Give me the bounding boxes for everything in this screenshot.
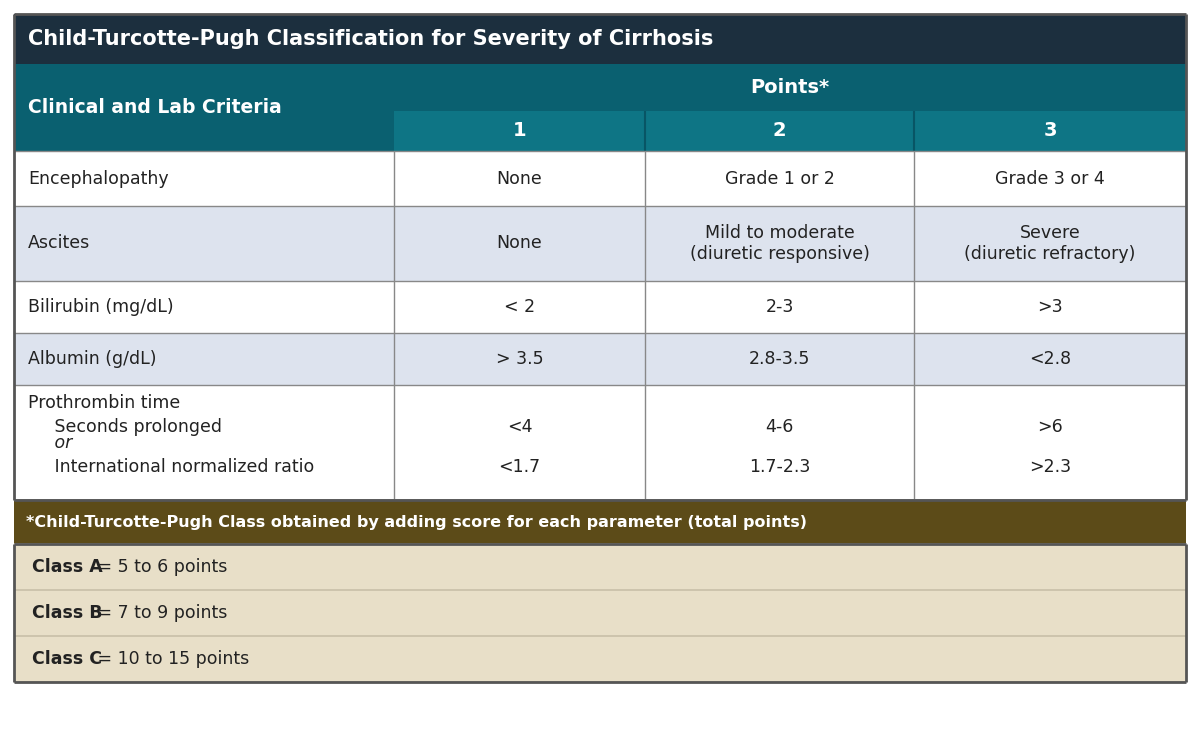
Text: None: None bbox=[497, 169, 542, 188]
Bar bbox=[14, 206, 394, 281]
Bar bbox=[914, 385, 1186, 500]
Text: >6: >6 bbox=[1037, 418, 1063, 436]
Bar bbox=[394, 64, 1186, 111]
Bar bbox=[14, 385, 394, 500]
Text: > 3.5: > 3.5 bbox=[496, 350, 544, 368]
Text: None: None bbox=[497, 234, 542, 253]
Text: Grade 1 or 2: Grade 1 or 2 bbox=[725, 169, 834, 188]
Bar bbox=[394, 111, 646, 151]
Text: = 7 to 9 points: = 7 to 9 points bbox=[92, 604, 228, 622]
Text: 2.8-3.5: 2.8-3.5 bbox=[749, 350, 810, 368]
Text: >2.3: >2.3 bbox=[1028, 458, 1072, 476]
Bar bbox=[14, 151, 394, 206]
Bar bbox=[14, 590, 1186, 636]
Text: Mild to moderate
(diuretic responsive): Mild to moderate (diuretic responsive) bbox=[690, 224, 870, 263]
Text: *Child-Turcotte-Pugh Class obtained by adding score for each parameter (total po: *Child-Turcotte-Pugh Class obtained by a… bbox=[26, 515, 808, 529]
Text: Albumin (g/dL): Albumin (g/dL) bbox=[28, 350, 156, 368]
Bar bbox=[394, 333, 646, 385]
Text: < 2: < 2 bbox=[504, 298, 535, 316]
Bar bbox=[14, 281, 394, 333]
Text: Seconds prolonged: Seconds prolonged bbox=[38, 418, 222, 436]
Bar bbox=[646, 111, 914, 151]
Text: 3: 3 bbox=[1043, 121, 1057, 140]
Text: Bilirubin (mg/dL): Bilirubin (mg/dL) bbox=[28, 298, 174, 316]
Bar bbox=[14, 333, 394, 385]
Bar bbox=[394, 281, 646, 333]
Text: Points*: Points* bbox=[750, 78, 829, 97]
Bar bbox=[14, 333, 394, 385]
Text: Class A: Class A bbox=[32, 558, 103, 576]
Bar bbox=[914, 151, 1186, 206]
Bar bbox=[394, 151, 646, 206]
Bar bbox=[14, 333, 394, 385]
Text: 1: 1 bbox=[512, 121, 527, 140]
Text: 1.7-2.3: 1.7-2.3 bbox=[749, 458, 810, 476]
Bar bbox=[646, 333, 914, 385]
Text: >3: >3 bbox=[1037, 298, 1063, 316]
Bar bbox=[646, 151, 914, 206]
Text: Grade 3 or 4: Grade 3 or 4 bbox=[995, 169, 1105, 188]
Bar bbox=[14, 206, 394, 281]
Text: or: or bbox=[38, 434, 72, 452]
Text: = 10 to 15 points: = 10 to 15 points bbox=[92, 650, 250, 668]
Text: Ascites: Ascites bbox=[28, 234, 90, 253]
Text: Severe
(diuretic refractory): Severe (diuretic refractory) bbox=[965, 224, 1135, 263]
Bar bbox=[14, 385, 394, 500]
Bar bbox=[14, 206, 394, 281]
Bar bbox=[14, 544, 1186, 590]
Text: Prothrombin time: Prothrombin time bbox=[28, 394, 180, 412]
Bar bbox=[14, 500, 1186, 544]
Bar bbox=[914, 206, 1186, 281]
Text: Child-Turcotte-Pugh Classification for Severity of Cirrhosis: Child-Turcotte-Pugh Classification for S… bbox=[28, 29, 713, 49]
Bar bbox=[14, 151, 394, 206]
Bar bbox=[14, 385, 394, 500]
Bar bbox=[914, 111, 1186, 151]
Bar bbox=[14, 281, 394, 333]
Bar bbox=[14, 636, 1186, 682]
Bar bbox=[14, 151, 394, 206]
Text: <1.7: <1.7 bbox=[498, 458, 540, 476]
Bar bbox=[14, 14, 1186, 64]
Text: Class B: Class B bbox=[32, 604, 102, 622]
Bar bbox=[14, 64, 394, 151]
Text: Class C: Class C bbox=[32, 650, 102, 668]
Bar bbox=[646, 206, 914, 281]
Bar bbox=[646, 281, 914, 333]
Text: <2.8: <2.8 bbox=[1028, 350, 1072, 368]
Bar bbox=[14, 281, 394, 333]
Text: = 5 to 6 points: = 5 to 6 points bbox=[92, 558, 228, 576]
Text: 2: 2 bbox=[773, 121, 786, 140]
Bar bbox=[394, 385, 646, 500]
Bar bbox=[394, 206, 646, 281]
Bar bbox=[646, 385, 914, 500]
Bar bbox=[914, 333, 1186, 385]
Bar bbox=[914, 281, 1186, 333]
Text: Encephalopathy: Encephalopathy bbox=[28, 169, 169, 188]
Text: <4: <4 bbox=[506, 418, 533, 436]
Text: International normalized ratio: International normalized ratio bbox=[38, 458, 314, 476]
Text: 2-3: 2-3 bbox=[766, 298, 793, 316]
Text: 4-6: 4-6 bbox=[766, 418, 793, 436]
Text: Clinical and Lab Criteria: Clinical and Lab Criteria bbox=[28, 98, 282, 117]
